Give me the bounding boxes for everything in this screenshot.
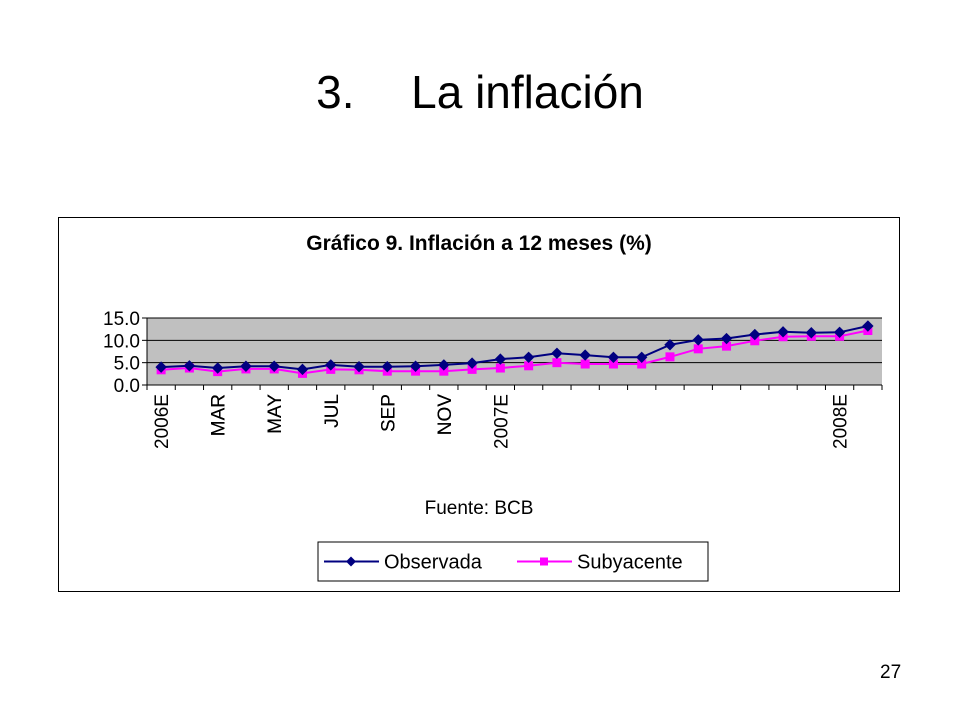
x-tick-label: JUL: [322, 394, 343, 428]
x-tick-label: 2007E: [491, 394, 512, 449]
chart-frame: [58, 217, 900, 592]
slide-title-text: La inflación: [411, 66, 644, 118]
point-observada: [692, 334, 704, 346]
x-tick-label: MAR: [209, 394, 230, 436]
point-observada: [636, 351, 648, 364]
point-observada: [183, 360, 196, 372]
chart-title: Gráfico 9. Inflación a 12 meses (%): [306, 232, 652, 255]
point-observada: [325, 359, 337, 371]
x-tick-label: SEP: [378, 394, 399, 432]
point-observada: [862, 320, 874, 332]
point-observada: [551, 347, 563, 359]
x-tick-label: NOV: [435, 394, 456, 436]
legend-marker-subyacente: [540, 557, 548, 566]
point-observada: [749, 328, 761, 341]
point-observada: [522, 351, 535, 364]
x-tick-label: MAY: [265, 394, 286, 434]
y-tick-label: 15.0: [103, 309, 140, 330]
x-tick-label: 2006E: [152, 394, 173, 449]
point-observada: [466, 357, 478, 369]
point-observada: [381, 360, 393, 373]
point-subyacente: [580, 359, 590, 369]
chart-source: Fuente: BCB: [424, 498, 534, 519]
point-observada: [579, 349, 591, 361]
y-tick-label: 5.0: [114, 354, 140, 375]
point-observada: [155, 361, 167, 373]
legend-box: [317, 541, 709, 582]
legend-marker-observada: [346, 556, 356, 567]
slide-title-number: 3.: [316, 66, 355, 118]
x-tick-label: 2008E: [831, 394, 852, 449]
page-number: 27: [880, 662, 902, 683]
x-tick-label: SEP: [378, 394, 399, 432]
x-tick-label: MAR: [209, 394, 230, 436]
x-tick-label: MAY: [265, 394, 286, 434]
point-observada: [240, 360, 252, 372]
series-line-subyacente: [161, 329, 869, 375]
point-observada: [268, 360, 280, 372]
legend-label-subyacente: Subyacente: [577, 552, 683, 574]
point-observada: [353, 360, 365, 373]
point-observada: [607, 351, 620, 364]
point-observada: [211, 362, 224, 374]
y-tick-label: 10.0: [103, 331, 140, 352]
point-observada: [833, 326, 846, 339]
point-subyacente: [495, 363, 505, 373]
y-tick-label: 0.0: [114, 376, 140, 397]
point-subyacente: [693, 344, 703, 354]
point-observada: [805, 327, 818, 339]
x-tick-label: NOV: [435, 394, 456, 436]
x-tick-label: JUL: [322, 394, 343, 428]
point-observada: [409, 360, 422, 372]
point-observada: [438, 359, 450, 371]
point-observada: [664, 339, 676, 351]
point-observada: [720, 332, 733, 345]
point-subyacente: [552, 358, 562, 368]
point-observada: [777, 326, 789, 338]
point-observada: [494, 353, 507, 365]
slide-title: 3. La inflación: [0, 62, 960, 122]
plot-area: [147, 318, 882, 385]
point-subyacente: [665, 352, 675, 362]
legend-label-observada: Observada: [384, 552, 483, 574]
point-observada: [296, 363, 309, 376]
